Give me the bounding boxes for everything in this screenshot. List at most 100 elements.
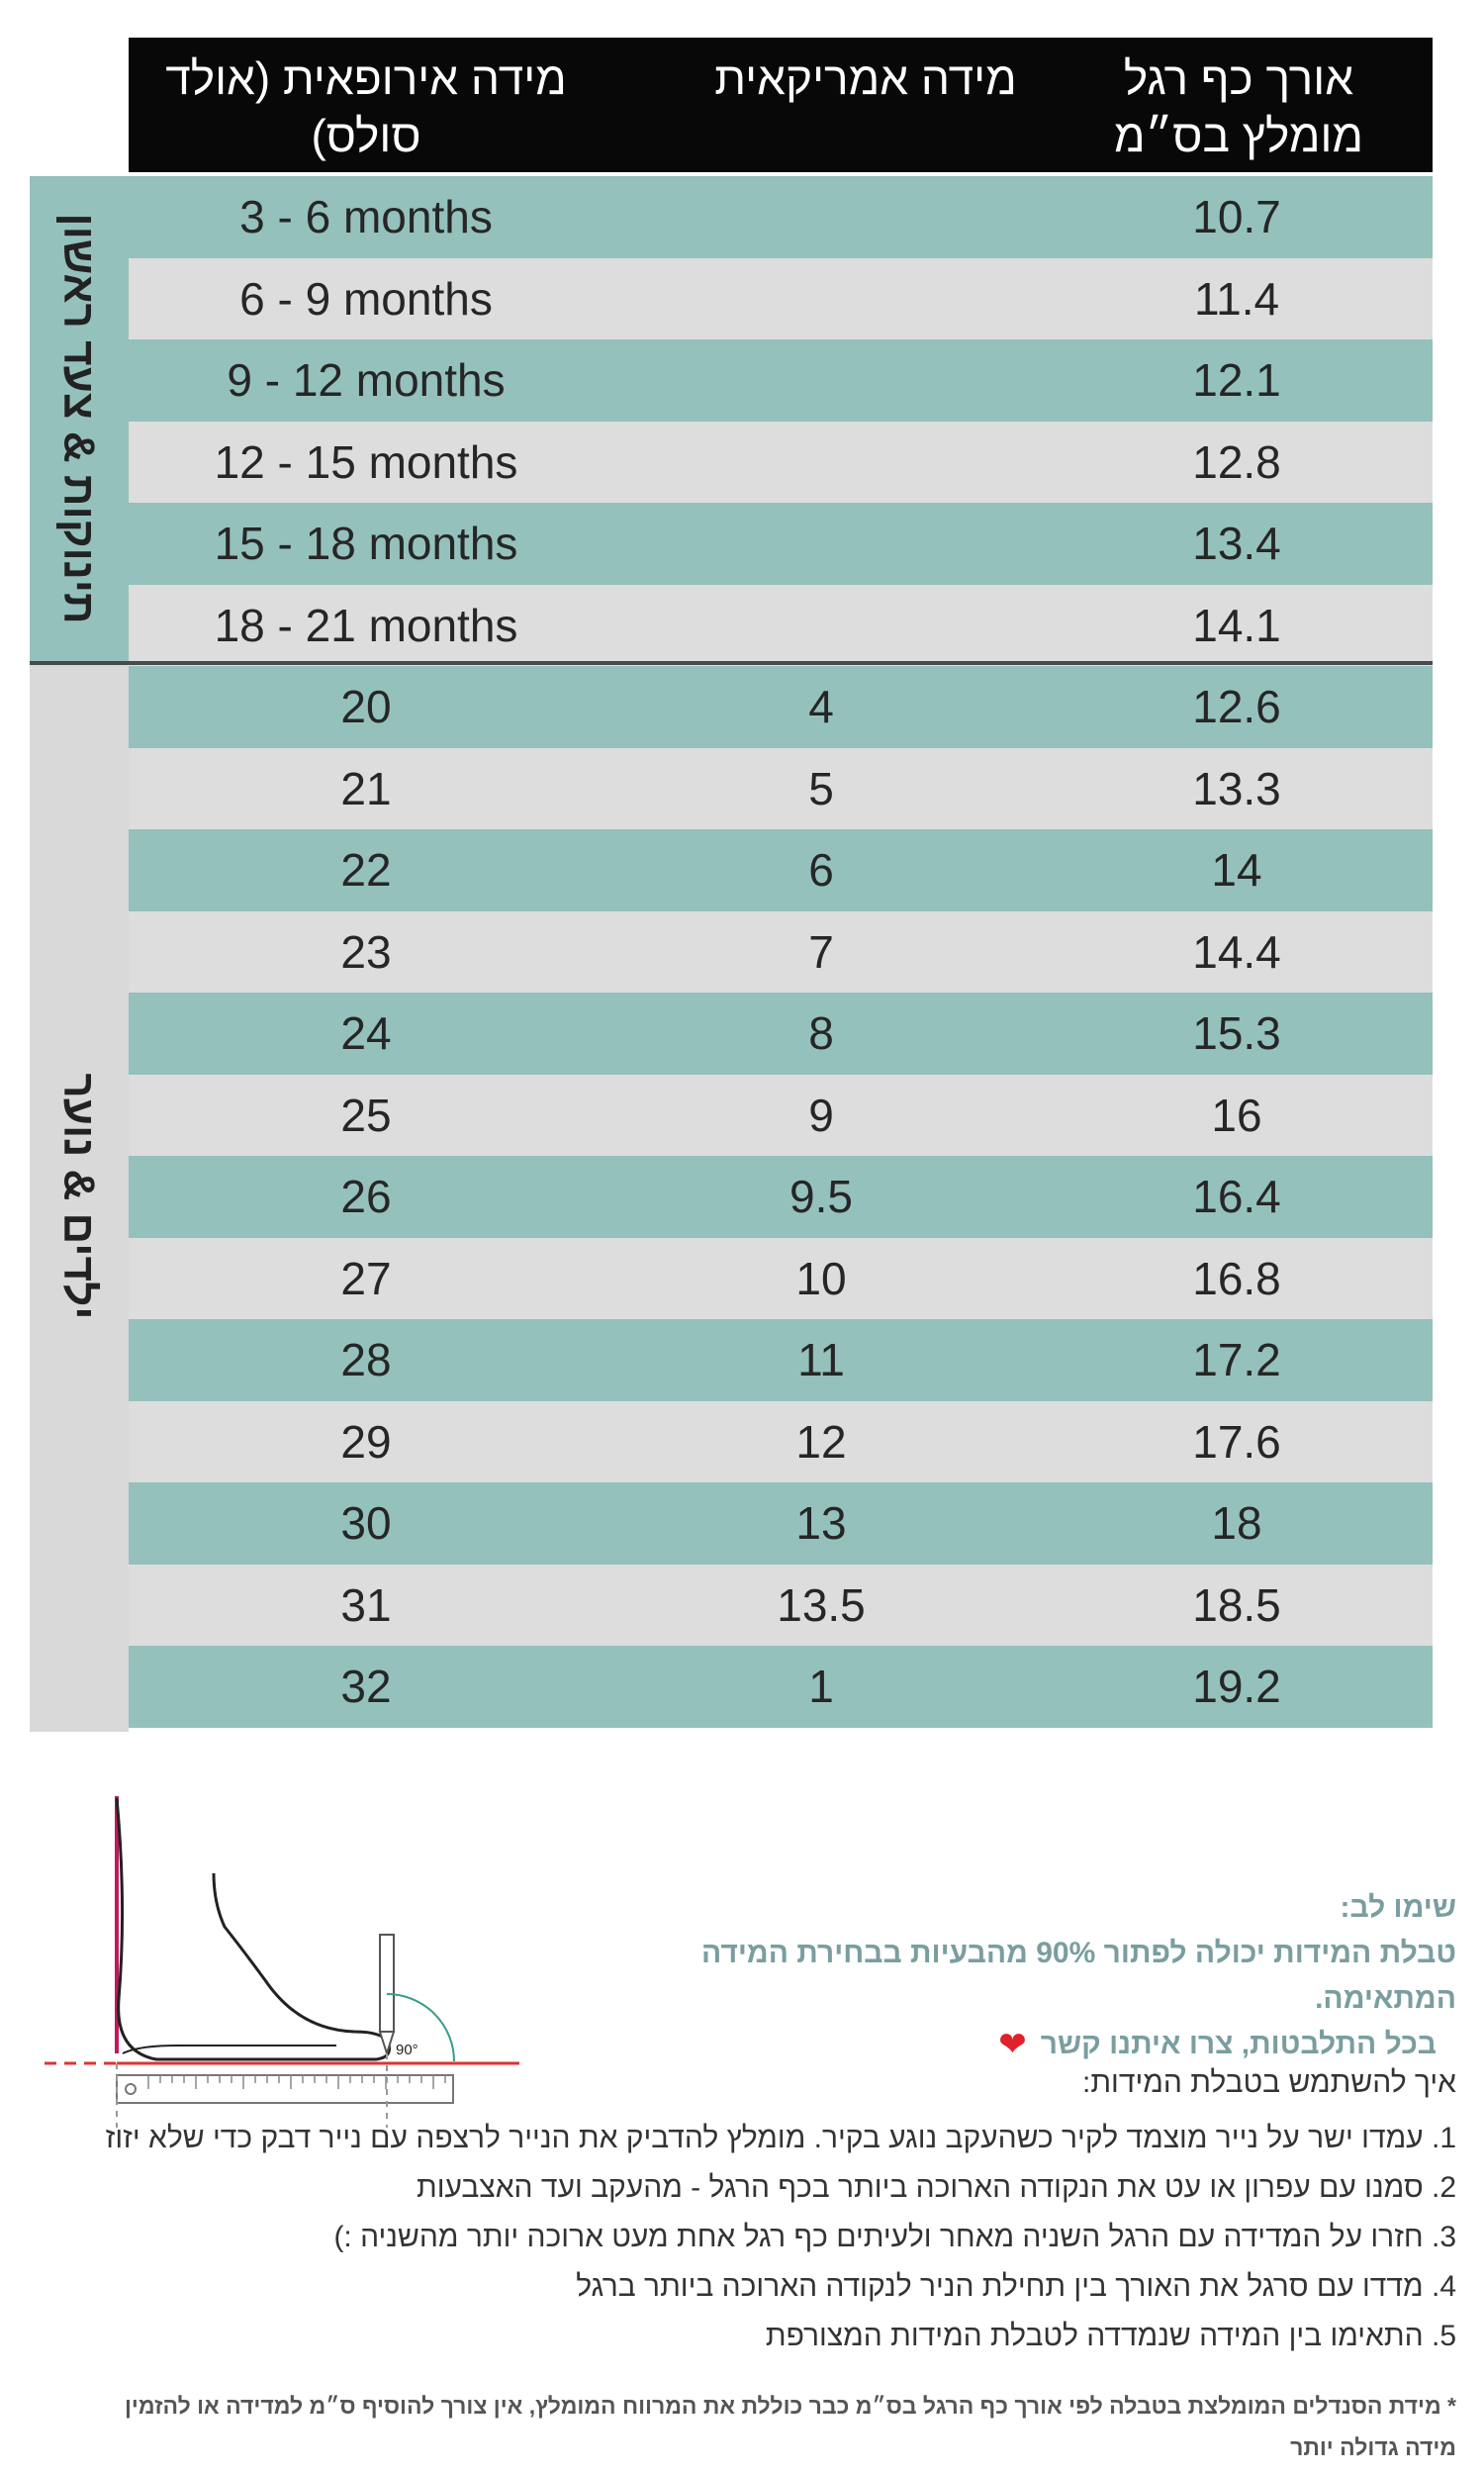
table-row: 23 7 14.4: [129, 910, 1433, 993]
eu-size-cell: 22: [340, 844, 392, 897]
header-us-size: מידה אמריקאית: [714, 52, 1017, 104]
ruler-ticks: [147, 2075, 446, 2089]
us-size-cell: 4: [808, 681, 834, 733]
table-row: 30 13 18: [129, 1482, 1433, 1565]
eu-size-cell: 32: [340, 1661, 392, 1713]
eu-size-cell: 23: [340, 925, 392, 978]
us-size-cell: 9.5: [789, 1171, 853, 1223]
section-label-baby: תינוקות & צעד ראשון: [30, 176, 129, 661]
ruler-hole: [125, 2083, 137, 2095]
us-size-cell: 10: [795, 1252, 847, 1304]
table-row: 25 9 16: [129, 1074, 1433, 1156]
pencil-icon: [379, 1934, 395, 2033]
foot-length-cell: 17.6: [1192, 1415, 1281, 1468]
foot-length-cell: 18: [1211, 1497, 1262, 1550]
table-row: 31 13.5 18.5: [129, 1564, 1433, 1646]
instructions-title: איך להשתמש בטבלת המידות:: [1081, 2066, 1456, 2099]
eu-size-cell: 24: [340, 1007, 392, 1060]
foot-length-cell: 15.3: [1192, 1007, 1281, 1060]
notes-title: שימו לב:: [1340, 1891, 1456, 1924]
size-table: אורך כף רגל מומלץ בס״מ מידה אמריקאית מיד…: [30, 38, 1433, 1732]
foot-length-cell: 12.6: [1192, 681, 1281, 733]
foot-sole: [122, 2045, 336, 2054]
us-size-cell: 9: [808, 1089, 834, 1141]
us-size-cell: 13.5: [777, 1578, 866, 1631]
section-label-kids-text: ילדים & נוער: [55, 1073, 104, 1320]
foot-length-cell: 12.8: [1192, 435, 1281, 488]
us-size-cell: [603, 585, 1039, 667]
us-size-cell: 8: [808, 1007, 834, 1060]
instructions: איך להשתמש בטבלת המידות: 1. עמדו ישר על …: [12, 2058, 1456, 2361]
eu-size-cell: 30: [340, 1497, 392, 1550]
section-label-baby-text: תינוקות & צעד ראשון: [55, 213, 104, 624]
foot-measure-illustration: 90°: [45, 1796, 519, 2128]
table-row: 32 1 19.2: [129, 1646, 1433, 1728]
footnote: * מידת הסנדלים המומלצת בטבלה לפי אורך כף…: [12, 2385, 1456, 2468]
table-row: 20 4 12.6: [129, 666, 1433, 748]
instructions-list: 1. עמדו ישר על נייר מוצמד לקיר כשהעקב נו…: [12, 2114, 1456, 2361]
table-row: 6 - 9 months 11.4: [129, 257, 1433, 339]
eu-size-cell: 21: [340, 762, 392, 814]
eu-size-cell: 6 - 9 months: [239, 272, 493, 325]
us-size-cell: [603, 339, 1039, 422]
foot-length-cell: 11.4: [1193, 272, 1280, 325]
notes-line-2-text: בכל התלבטות, צרו איתנו קשר: [1040, 2028, 1437, 2060]
foot-length-cell: 12.1: [1192, 354, 1281, 407]
foot-length-cell: 13.3: [1192, 762, 1281, 814]
table-row: 15 - 18 months 13.4: [129, 503, 1433, 585]
header-eu-size: מידה אירופאית (אולד סולס): [165, 52, 567, 161]
instruction-item: 2. סמנו עם עפרון או עט את הנקודה הארוכה …: [417, 2171, 1456, 2204]
header-foot-length: אורך כף רגל מומלץ בס״מ: [1113, 52, 1364, 161]
us-size-cell: 5: [808, 762, 834, 814]
table-row: 12 - 15 months 12.8: [129, 421, 1433, 504]
us-size-cell: [603, 422, 1039, 504]
eu-size-cell: 27: [340, 1252, 392, 1304]
instruction-item: 5. התאימו בין המידה שנמדדה לטבלת המידות …: [765, 2320, 1456, 2352]
table-row: 9 - 12 months 12.1: [129, 339, 1433, 422]
foot-length-cell: 18.5: [1192, 1578, 1281, 1631]
foot-length-cell: 16.8: [1192, 1252, 1281, 1304]
table-row: 21 5 13.3: [129, 747, 1433, 829]
foot-length-cell: 14: [1211, 844, 1262, 897]
instruction-item: 1. עמדו ישר על נייר מוצמד לקיר כשהעקב נו…: [105, 2122, 1456, 2154]
us-size-cell: 11: [797, 1334, 845, 1386]
notes-line-1: טבלת המידות יכולה לפתור 90% מהבעיות בבחי…: [701, 1937, 1456, 2015]
us-size-cell: 7: [808, 925, 834, 978]
eu-size-cell: 26: [340, 1171, 392, 1223]
us-size-cell: 1: [808, 1661, 834, 1713]
eu-size-cell: 31: [340, 1578, 392, 1631]
notes: שימו לב: טבלת המידות יכולה לפתור 90% מהב…: [566, 1885, 1456, 2067]
instruction-item: 3. חזרו על המדידה עם הרגל השניה מאחר ולע…: [333, 2221, 1456, 2253]
table-row: 29 12 17.6: [129, 1400, 1433, 1482]
heart-icon: ❤: [998, 2026, 1027, 2063]
table-row: 3 - 6 months 10.7: [129, 176, 1433, 258]
eu-size-cell: 3 - 6 months: [239, 191, 493, 243]
table-row: 24 8 15.3: [129, 993, 1433, 1075]
notes-line-2: בכל התלבטות, צרו איתנו קשר ❤: [566, 2022, 1456, 2067]
us-size-cell: 6: [808, 844, 834, 897]
foot-length-cell: 16.4: [1192, 1171, 1281, 1223]
foot-length-cell: 14.4: [1192, 925, 1281, 978]
angle-label: 90°: [396, 2042, 418, 2058]
table-row: 28 11 17.2: [129, 1319, 1433, 1401]
us-size-cell: [603, 176, 1039, 258]
eu-size-cell: 20: [340, 681, 392, 733]
eu-size-cell: 15 - 18 months: [214, 518, 518, 570]
angle-label-bg: [392, 2042, 427, 2057]
table-row: 26 9.5 16.4: [129, 1156, 1433, 1238]
footnote-line-2: מידה גדולה יותר: [1290, 2434, 1456, 2460]
us-size-cell: 13: [795, 1497, 847, 1550]
footnote-line-1: * מידת הסנדלים המומלצת בטבלה לפי אורך כף…: [124, 2393, 1456, 2419]
foot-length-cell: 19.2: [1192, 1661, 1281, 1713]
eu-size-cell: 18 - 21 months: [214, 599, 518, 651]
eu-size-cell: 28: [340, 1334, 392, 1386]
eu-size-cell: 29: [340, 1415, 392, 1468]
pencil-tip: [378, 2031, 396, 2057]
section-divider: [30, 661, 1433, 665]
foot-length-cell: 13.4: [1192, 518, 1281, 570]
foot-length-cell: 10.7: [1192, 191, 1281, 243]
section-label-kids: ילדים & נוער: [30, 661, 129, 1732]
table-row: 27 10 16.8: [129, 1237, 1433, 1319]
table-row: 22 6 14: [129, 829, 1433, 911]
right-angle-arc: [386, 1993, 455, 2062]
